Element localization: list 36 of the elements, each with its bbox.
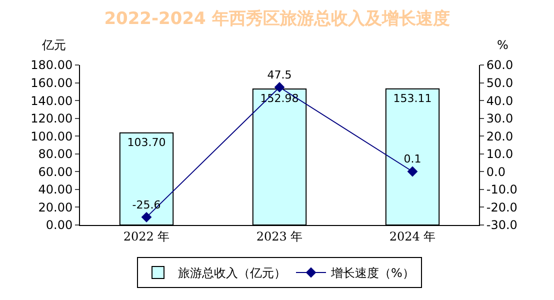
legend-label: 旅游总收入（亿元） [178, 266, 286, 280]
data-label: 47.5 [267, 68, 292, 82]
y-tick-label: 80.00 [38, 147, 73, 162]
legend-label: 增长速度（%） [330, 266, 414, 280]
y2-tick-label: 40.0 [486, 94, 514, 108]
data-label: 103.70 [127, 136, 166, 149]
y2-tick-label: -30.0 [486, 218, 518, 232]
y-tick-label: 100.00 [30, 129, 73, 144]
y2-tick-label: 50.0 [486, 76, 514, 90]
data-label: -25.6 [132, 198, 161, 212]
y-tick-label: 0.00 [46, 218, 73, 232]
y2-tick-label: 20.0 [486, 129, 514, 144]
point [407, 166, 418, 177]
chart-title: 2022-2024 年西秀区旅游总收入及增长速度 [104, 8, 450, 29]
y2-tick-label: 10.0 [486, 147, 514, 162]
y2-tick-label: -10.0 [486, 182, 518, 197]
y2-tick-label: 60.0 [486, 58, 514, 72]
y-tick-label: 140.00 [30, 94, 73, 108]
point [141, 212, 152, 222]
x-tick-label: 2023 年 [256, 229, 303, 244]
y2-tick-label: 30.0 [486, 112, 514, 126]
y2-tick-label: 0.0 [486, 164, 506, 179]
y-tick-label: 120.00 [30, 112, 73, 126]
y-tick-label: 60.00 [38, 164, 73, 179]
data-label: 153.11 [393, 92, 432, 105]
x-tick-label: 2024 年 [389, 229, 436, 244]
data-label: 0.1 [404, 152, 422, 166]
x-tick-label: 2022 年 [123, 229, 170, 244]
y2-tick-label: -20.0 [486, 200, 518, 214]
y-tick-label: 180.00 [30, 58, 73, 72]
y-tick-label: 20.00 [38, 200, 73, 214]
y2-axis-title: % [497, 38, 508, 52]
y-tick-label: 160.00 [30, 76, 73, 90]
point [274, 82, 285, 92]
y-axis-title: 亿元 [41, 38, 66, 52]
y-tick-label: 40.00 [38, 182, 73, 197]
